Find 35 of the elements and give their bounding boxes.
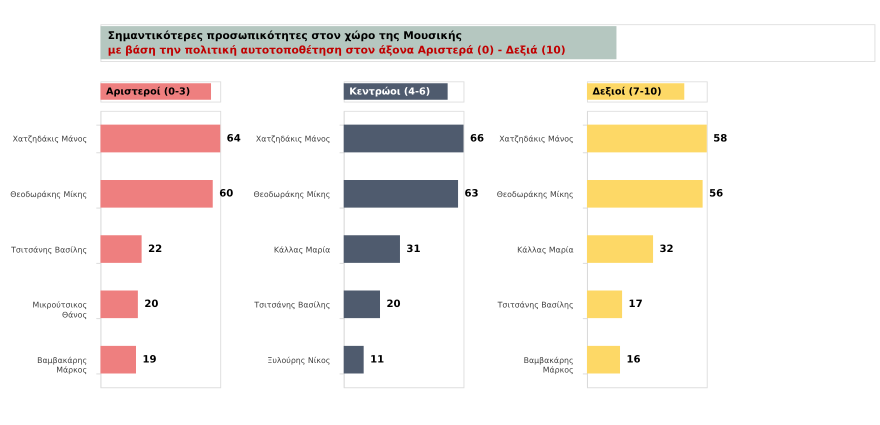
chart-title: Δεξιοί (7-10) — [592, 86, 662, 98]
chart-title: Αριστεροί (0-3) — [106, 86, 190, 98]
data-label: 32 — [660, 244, 674, 255]
data-label: 64 — [226, 133, 241, 144]
data-label: 31 — [406, 244, 421, 255]
bar — [344, 346, 364, 374]
text: Σημαντικότερες προσωπικότητες στον χώρο της Μουσικής — [108, 30, 462, 42]
data-label: 60 — [219, 188, 234, 200]
bar — [586, 124, 707, 152]
data-label: 17 — [628, 299, 643, 310]
bar — [344, 235, 400, 263]
bar — [344, 290, 380, 318]
bar — [100, 290, 138, 318]
bar — [586, 235, 654, 263]
bar — [344, 124, 464, 152]
data-label: 56 — [709, 188, 724, 200]
data-label: 63 — [464, 188, 479, 200]
data-label: 66 — [470, 133, 484, 144]
chart-title: Κεντρώοι (4-6) — [349, 86, 430, 98]
data-label: 58 — [713, 133, 728, 144]
data-label: 11 — [370, 354, 384, 366]
bar — [344, 180, 458, 208]
bar — [586, 290, 622, 318]
data-label: 16 — [626, 354, 641, 366]
bar — [100, 124, 220, 152]
text: με βάση την πολιτική αυτοτοποθέτηση στον άξονα Αριστερά (0) - Δεξιά (10) — [108, 44, 566, 57]
data-label: 20 — [144, 299, 158, 310]
data-label: 19 — [142, 354, 157, 366]
bar — [100, 180, 213, 208]
data-label: 22 — [148, 244, 162, 255]
bar — [586, 346, 620, 374]
bar — [100, 235, 142, 263]
bar — [100, 346, 136, 374]
bar — [586, 180, 703, 208]
data-label: 20 — [386, 299, 401, 310]
